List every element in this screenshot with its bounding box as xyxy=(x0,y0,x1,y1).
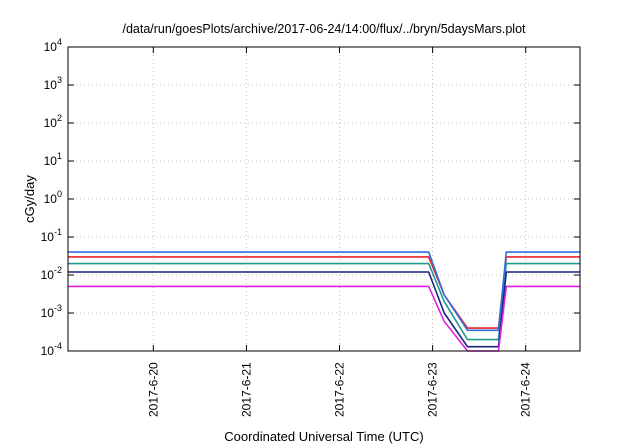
y-tick-label: 100 xyxy=(44,189,62,206)
series-line-5 xyxy=(68,285,580,352)
y-tick-label: 104 xyxy=(44,37,62,54)
x-tick-label: 2017-6-22 xyxy=(333,362,347,417)
y-tick-label: 10-4 xyxy=(41,341,62,358)
x-tick-label: 2017-6-21 xyxy=(239,362,253,417)
series-line-3 xyxy=(68,271,580,348)
x-tick-label: 2017-6-20 xyxy=(146,362,160,417)
series-line-4 xyxy=(68,251,580,332)
x-axis: 2017-6-20 2017-6-21 2017-6-22 2017-6-23 2017… xyxy=(146,47,533,417)
y-tick-label: 10-2 xyxy=(41,265,62,282)
x-axis-title: Coordinated Universal Time (UTC) xyxy=(224,429,423,444)
series-line-2 xyxy=(68,262,580,341)
grid xyxy=(68,46,580,352)
y-axis: 10-4 10-3 10-2 10-1 100 101 102 103 104 xyxy=(41,37,580,358)
y-tick-label: 101 xyxy=(44,151,62,168)
y-tick-label: 10-3 xyxy=(41,303,62,320)
chart-title: /data/run/goesPlots/archive/2017-06-24/1… xyxy=(122,22,526,36)
y-tick-label: 102 xyxy=(44,113,62,130)
x-tick-label: 2017-6-24 xyxy=(519,362,533,417)
y-tick-label: 10-1 xyxy=(41,227,62,244)
x-tick-label: 2017-6-23 xyxy=(426,362,440,417)
y-axis-title: cGy/day xyxy=(22,175,37,223)
series-layer xyxy=(68,251,580,352)
y-tick-label: 103 xyxy=(44,75,62,92)
